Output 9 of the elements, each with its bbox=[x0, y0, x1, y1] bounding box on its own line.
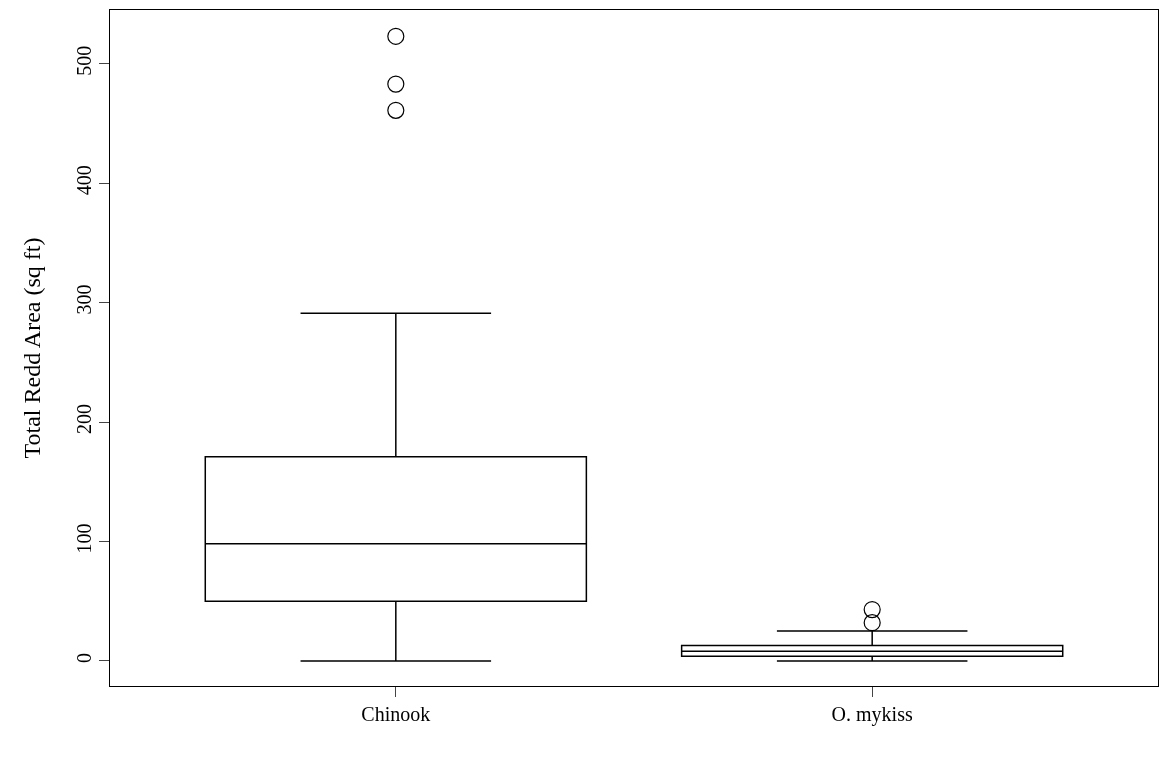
y-tick-label: 400 bbox=[73, 165, 95, 196]
y-axis-title: Total Redd Area (sq ft) bbox=[19, 237, 46, 459]
x-tick-label: O. mykiss bbox=[831, 703, 913, 726]
y-tick-label: 100 bbox=[73, 523, 95, 554]
y-tick-label: 300 bbox=[73, 284, 95, 315]
y-tick-label: 500 bbox=[73, 45, 95, 76]
y-tick-label: 0 bbox=[73, 652, 95, 663]
x-tick-label: Chinook bbox=[361, 703, 431, 725]
y-tick-label: 200 bbox=[73, 404, 95, 435]
